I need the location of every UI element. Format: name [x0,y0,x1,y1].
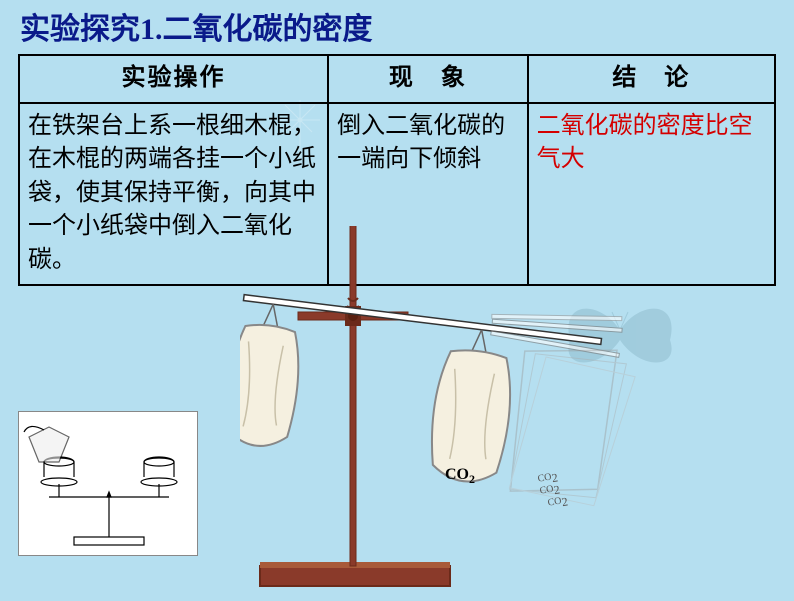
header-conclusion: 结 论 [528,55,775,103]
header-phenomenon: 现 象 [328,55,528,103]
table-header-row: 实验操作 现 象 结 论 [19,55,775,103]
apparatus-diagram: CO2 CO2 CO2 CO2 [240,226,780,596]
header-operation: 实验操作 [19,55,328,103]
co2-label-main: CO2 [445,466,475,487]
page-title: 实验探究1.二氧化碳的密度 [0,0,794,54]
diagram-area: CO2 CO2 CO2 CO2 [0,286,794,596]
balance-sketch [18,411,198,556]
